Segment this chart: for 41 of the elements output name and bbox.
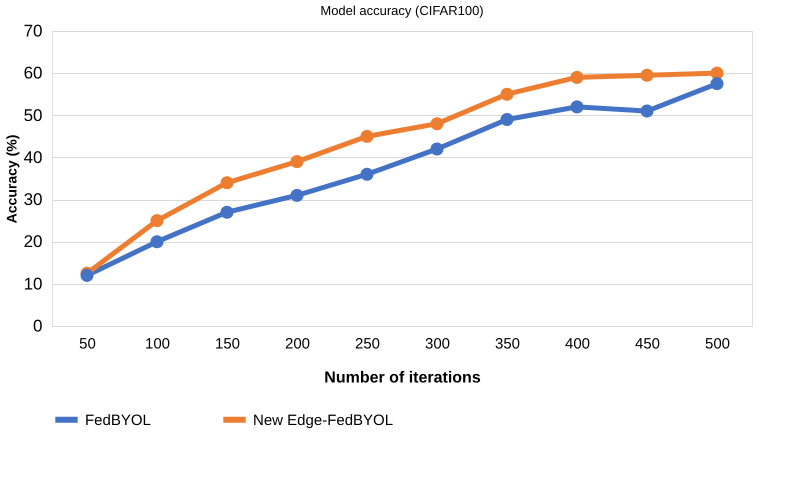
point [150,235,164,248]
point [710,66,724,80]
point [220,206,234,219]
y-tick-label: 60 [24,64,42,83]
x-tick-label: 150 [214,336,240,352]
x-tick-label: 500 [704,336,730,352]
y-tick-label: 20 [24,232,42,252]
point [570,70,584,84]
legend-label: New Edge-FedBYOL [253,412,394,429]
chart-title: Model accuracy (CIFAR100) [320,3,484,18]
x-tick-label: 300 [424,336,450,352]
y-axis-title: Accuracy (%) [4,134,20,224]
x-tick-label: 450 [634,336,660,352]
point [640,104,654,118]
x-tick-label: 100 [144,336,170,352]
x-tick-label: 200 [284,336,310,352]
x-tick-label: 50 [79,336,96,352]
y-tick-label: 0 [33,316,42,336]
point [360,168,374,181]
point [710,77,724,90]
x-tick-label: 400 [564,336,590,352]
y-tick-label: 40 [24,148,42,167]
point [500,112,514,126]
point [290,155,304,168]
point [570,100,584,114]
point [220,176,234,190]
point [640,68,654,82]
point [430,142,444,156]
point [500,88,514,101]
y-tick-label: 70 [24,22,42,40]
point [360,130,374,143]
legend-label: FedBYOL [85,412,151,429]
x-axis-title: Number of iterations [324,370,481,386]
x-tick-label: 350 [494,336,520,352]
point [290,188,304,202]
point [430,117,444,130]
point [150,214,164,228]
x-tick-label: 250 [354,336,380,352]
y-tick-label: 10 [24,274,42,294]
y-tick-label: 50 [24,106,42,125]
y-tick-label: 30 [24,190,42,210]
